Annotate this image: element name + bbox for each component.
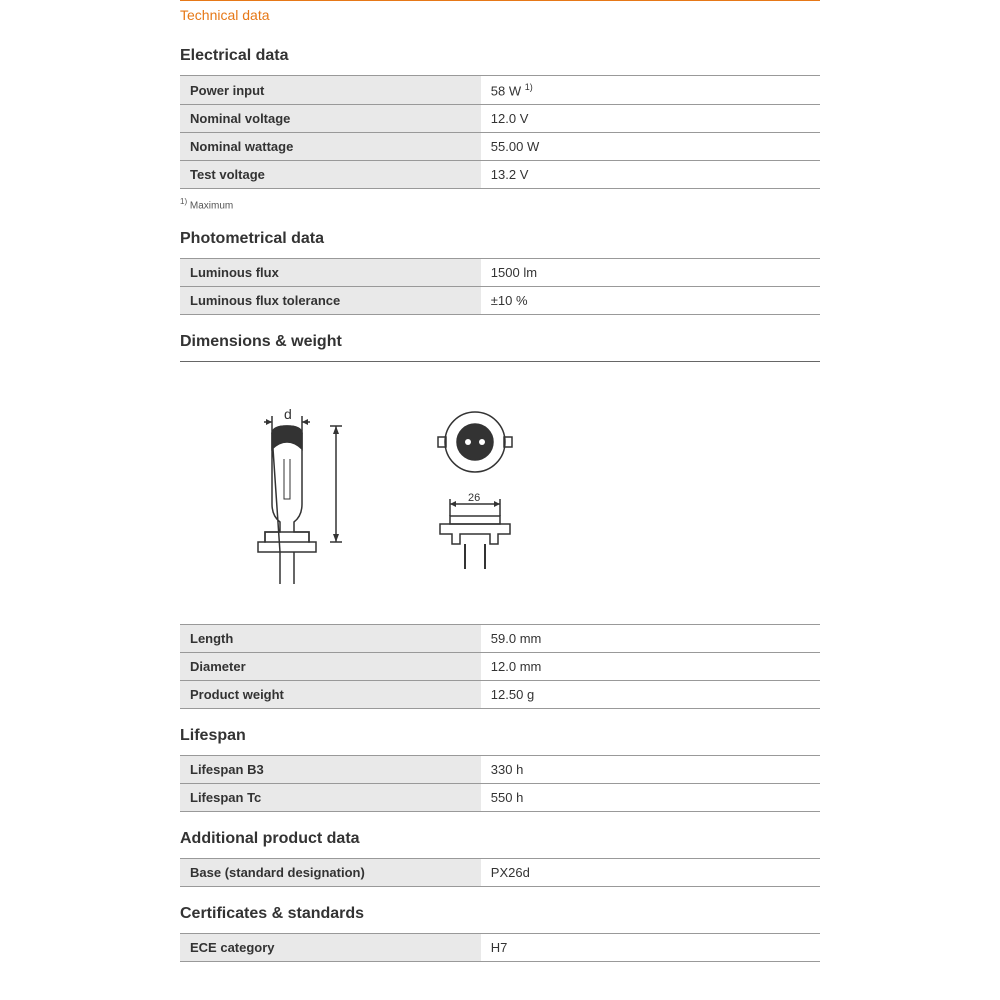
section-heading-certificates: Certificates & standards (180, 905, 820, 923)
table-row: Product weight 12.50 g (180, 680, 820, 708)
cell-label: Luminous flux (180, 258, 481, 286)
section-heading-dimensions: Dimensions & weight (180, 333, 820, 351)
cell-label: Nominal voltage (180, 105, 481, 133)
cell-label: Diameter (180, 652, 481, 680)
cell-value: H7 (481, 933, 820, 961)
cell-value: 55.00 W (481, 133, 820, 161)
table-dimensions: Length 59.0 mm Diameter 12.0 mm Product … (180, 624, 820, 709)
table-row: Luminous flux 1500 lm (180, 258, 820, 286)
section-heading-photometrical: Photometrical data (180, 230, 820, 248)
table-photometrical: Luminous flux 1500 lm Luminous flux tole… (180, 258, 820, 315)
table-row: Lifespan B3 330 h (180, 755, 820, 783)
table-lifespan: Lifespan B3 330 h Lifespan Tc 550 h (180, 755, 820, 812)
cell-label: Test voltage (180, 161, 481, 189)
footnote-electrical: 1) Maximum (180, 197, 820, 211)
table-row: Diameter 12.0 mm (180, 652, 820, 680)
section-heading-lifespan: Lifespan (180, 727, 820, 745)
table-certificates: ECE category H7 (180, 933, 820, 962)
cell-label: Power input (180, 76, 481, 105)
d-label: d (284, 406, 292, 422)
cell-label: Base (standard designation) (180, 858, 481, 886)
cell-label: ECE category (180, 933, 481, 961)
cell-value: 13.2 V (481, 161, 820, 189)
cell-value: 59.0 mm (481, 624, 820, 652)
width-26-label: 26 (468, 492, 480, 504)
cell-value: ±10 % (481, 286, 820, 314)
cell-value: 550 h (481, 783, 820, 811)
cell-value: 1500 lm (481, 258, 820, 286)
table-row: ECE category H7 (180, 933, 820, 961)
bulb-top-diagram: 26 (420, 404, 530, 594)
cell-label: Luminous flux tolerance (180, 286, 481, 314)
table-additional: Base (standard designation) PX26d (180, 858, 820, 887)
cell-value: 12.50 g (481, 680, 820, 708)
table-row: Lifespan Tc 550 h (180, 783, 820, 811)
top-accent-rule (180, 0, 820, 1)
table-row: Power input 58 W 1) (180, 76, 820, 105)
table-row: Length 59.0 mm (180, 624, 820, 652)
section-rule (180, 361, 820, 362)
cell-label: Length (180, 624, 481, 652)
cell-value: 12.0 mm (481, 652, 820, 680)
cell-label: Product weight (180, 680, 481, 708)
table-row: Luminous flux tolerance ±10 % (180, 286, 820, 314)
dimension-diagrams: d (180, 374, 820, 624)
page-title: Technical data (180, 7, 820, 23)
cell-value: PX26d (481, 858, 820, 886)
cell-label: Nominal wattage (180, 133, 481, 161)
table-electrical: Power input 58 W 1) Nominal voltage 12.0… (180, 75, 820, 189)
cell-value: 58 W 1) (481, 76, 820, 105)
table-row: Nominal wattage 55.00 W (180, 133, 820, 161)
table-row: Test voltage 13.2 V (180, 161, 820, 189)
cell-value: 12.0 V (481, 105, 820, 133)
table-row: Nominal voltage 12.0 V (180, 105, 820, 133)
section-heading-electrical: Electrical data (180, 47, 820, 65)
cell-value: 330 h (481, 755, 820, 783)
section-heading-additional: Additional product data (180, 830, 820, 848)
bulb-side-diagram: d (230, 404, 360, 594)
cell-label: Lifespan B3 (180, 755, 481, 783)
table-row: Base (standard designation) PX26d (180, 858, 820, 886)
cell-label: Lifespan Tc (180, 783, 481, 811)
